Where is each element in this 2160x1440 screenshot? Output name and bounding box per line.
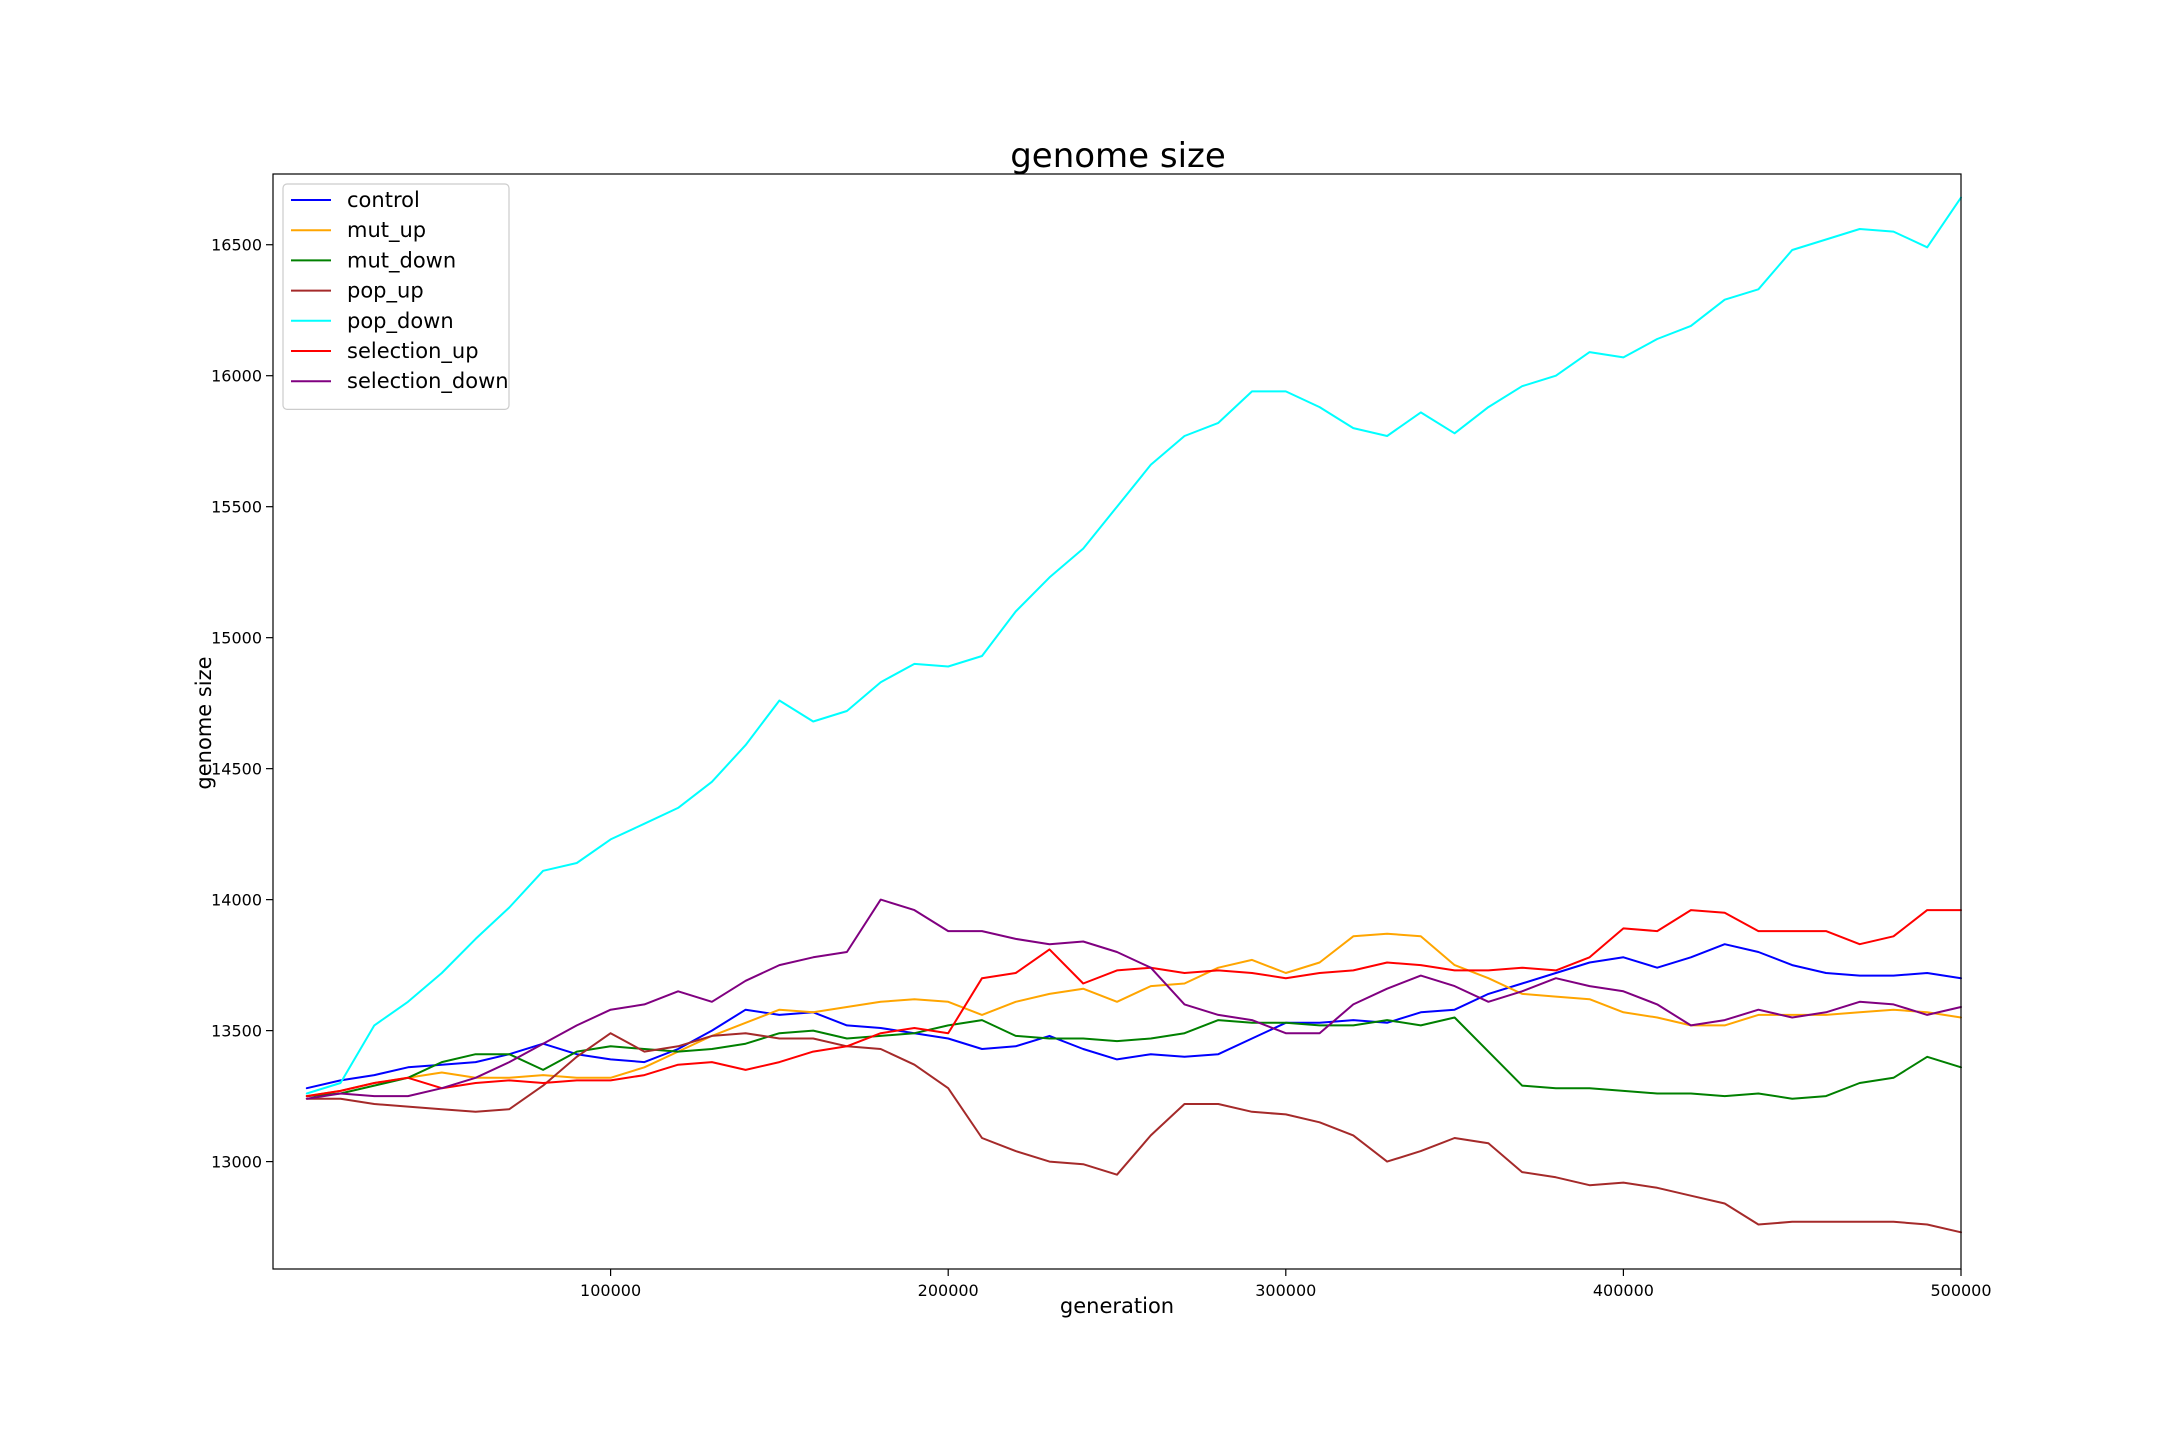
- x-tick-label: 200000: [918, 1281, 979, 1300]
- legend-label-selection_up: selection_up: [347, 339, 479, 364]
- y-axis-label: genome size: [192, 656, 216, 789]
- y-axis: 13000 13500 14000 14500 15000 15500 16000 16500: [211, 236, 273, 1172]
- legend-label-pop_down: pop_down: [347, 309, 454, 334]
- series-line-pop_down: [305, 196, 1962, 1095]
- legend-label-selection_down: selection_down: [347, 369, 509, 394]
- series-line-selection_up: [305, 909, 1962, 1098]
- x-axis: 100000 200000 300000 400000 500000: [580, 1269, 1992, 1300]
- legend-label-mut_up: mut_up: [347, 218, 426, 243]
- y-tick-label: 14000: [211, 891, 262, 910]
- x-tick-label: 300000: [1255, 1281, 1316, 1300]
- legend-label-mut_down: mut_down: [347, 248, 456, 273]
- series-line-mut_up: [305, 932, 1962, 1098]
- plot-frame: [272, 173, 1962, 1270]
- legend-label-control: control: [347, 188, 420, 212]
- legend: control mut_up mut_down pop_up pop_downselec…: [282, 183, 510, 410]
- series-line-pop_up: [305, 1032, 1962, 1234]
- series-line-selection_down: [305, 898, 1962, 1100]
- x-axis-label: generation: [1060, 1294, 1174, 1318]
- legend-label-pop_up: pop_up: [347, 279, 424, 304]
- y-tick-label: 13000: [211, 1153, 262, 1172]
- series-line-mut_down: [305, 1016, 1962, 1100]
- series-line-control: [305, 943, 1962, 1090]
- x-tick-label: 500000: [1930, 1281, 1991, 1300]
- x-tick-label: 400000: [1593, 1281, 1654, 1300]
- y-tick-label: 16500: [211, 236, 262, 255]
- chart-title: genome size: [1010, 136, 1226, 176]
- y-tick-label: 16000: [211, 367, 262, 386]
- plot-area: [305, 196, 1962, 1234]
- legend-box: [282, 183, 510, 410]
- x-tick-label: 100000: [580, 1281, 641, 1300]
- y-tick-label: 15500: [211, 498, 262, 517]
- y-tick-label: 14500: [211, 760, 262, 779]
- y-tick-label: 13500: [211, 1022, 262, 1041]
- y-tick-label: 15000: [211, 629, 262, 648]
